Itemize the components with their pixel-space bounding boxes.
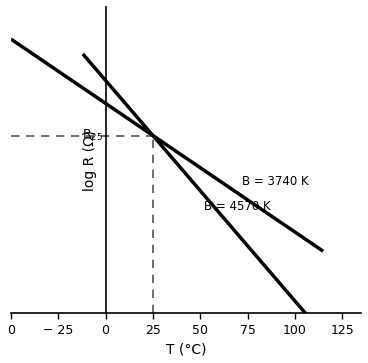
- Y-axis label: log R (Ω): log R (Ω): [83, 130, 97, 191]
- Text: R$_{25}$: R$_{25}$: [82, 128, 104, 143]
- Text: B = 4570 K: B = 4570 K: [204, 200, 270, 213]
- X-axis label: T (°C): T (°C): [166, 342, 206, 356]
- Text: B = 3740 K: B = 3740 K: [242, 175, 308, 188]
